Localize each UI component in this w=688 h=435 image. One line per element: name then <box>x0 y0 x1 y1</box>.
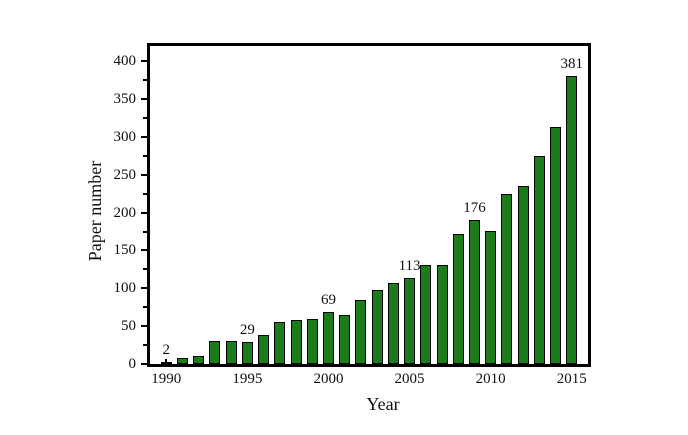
y-minor-tick <box>143 306 147 309</box>
bar-2004 <box>387 282 399 364</box>
y-tick-label: 350 <box>113 91 137 107</box>
y-tick-label: 400 <box>113 53 137 70</box>
y-minor-tick <box>143 79 147 82</box>
bar-1996 <box>258 335 270 364</box>
bar-1993 <box>209 341 221 364</box>
y-tick-label: 50 <box>121 318 136 335</box>
plot-area <box>147 43 591 367</box>
x-axis-title: Year <box>366 394 400 414</box>
x-tick-label: 1995 <box>232 371 263 387</box>
bar-2015 <box>566 75 578 364</box>
y-minor-tick <box>143 192 147 195</box>
y-major-tick <box>141 98 147 100</box>
bar-2006 <box>420 264 432 364</box>
bar-2007 <box>436 264 448 364</box>
bar-value-label: 176 <box>463 200 486 217</box>
y-tick-label: 100 <box>113 280 137 297</box>
x-minor-tick <box>165 359 168 364</box>
y-tick-label: 250 <box>113 166 137 183</box>
bar-2011 <box>501 194 513 364</box>
y-tick-label: 150 <box>113 242 137 259</box>
y-minor-tick <box>143 116 147 119</box>
bar-value-label: 29 <box>239 322 255 339</box>
y-major-tick <box>141 325 147 328</box>
bar-2003 <box>371 289 383 364</box>
bar-1998 <box>290 320 302 364</box>
y-tick-label: 200 <box>113 204 137 221</box>
y-major-tick <box>141 363 147 365</box>
y-major-tick <box>141 287 147 290</box>
y-tick-label: 0 <box>128 356 137 372</box>
y-major-tick <box>141 60 147 63</box>
bar-2001 <box>339 314 351 364</box>
y-minor-tick <box>143 344 147 347</box>
y-minor-tick <box>143 230 147 233</box>
y-minor-tick <box>143 268 147 271</box>
bar-value-label: 113 <box>398 258 421 275</box>
bar-value-label: 381 <box>560 55 584 72</box>
bar-1991 <box>176 357 188 364</box>
x-tick-label: 2015 <box>556 371 587 387</box>
bar-2013 <box>533 155 545 364</box>
bar-2014 <box>550 127 562 364</box>
bar-value-label: 69 <box>320 291 336 308</box>
y-major-tick <box>141 135 147 138</box>
bar-1999 <box>306 318 318 364</box>
y-minor-tick <box>143 154 147 157</box>
y-major-tick <box>141 211 147 214</box>
bar-2008 <box>452 233 464 364</box>
x-tick-label: 2000 <box>313 371 344 387</box>
x-tick-label: 2010 <box>475 371 506 387</box>
x-tick-label: 1990 <box>151 371 182 387</box>
y-tick-label: 300 <box>113 128 137 145</box>
bar-1994 <box>225 341 237 364</box>
bar-2005 <box>404 278 416 364</box>
bar-1995 <box>241 342 253 364</box>
bar-2012 <box>517 186 529 364</box>
bar-2002 <box>355 300 367 364</box>
bar-1997 <box>274 321 286 364</box>
bar-value-label: 2 <box>162 342 170 359</box>
bar-1992 <box>193 355 205 364</box>
y-major-tick <box>141 173 147 176</box>
bar-1990 <box>160 362 172 365</box>
bar-2009 <box>468 220 480 364</box>
x-tick-label: 2005 <box>394 371 425 387</box>
y-major-tick <box>141 249 147 252</box>
bar-2000 <box>322 311 334 364</box>
bar-2010 <box>485 230 497 364</box>
